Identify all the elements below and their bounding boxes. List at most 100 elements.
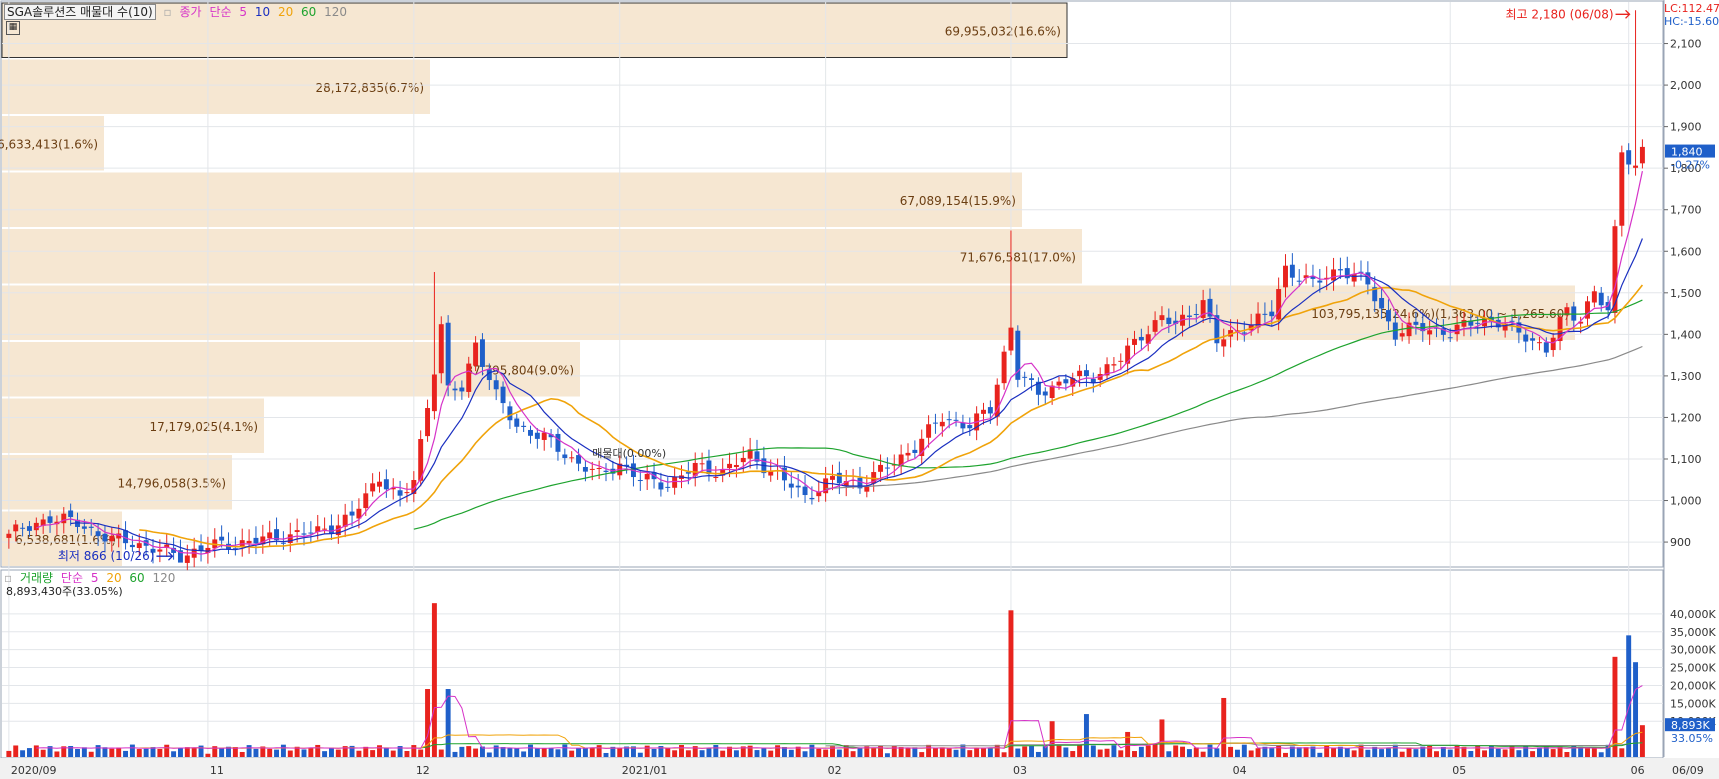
volume-bar — [733, 750, 739, 757]
hc-value: HC:-15.60 — [1664, 15, 1719, 28]
volume-bar — [905, 747, 911, 757]
candle-body — [500, 386, 506, 404]
candle-body — [1619, 152, 1625, 226]
candle-body — [1077, 370, 1083, 377]
candle-body — [548, 434, 554, 438]
volume-bar — [102, 747, 108, 757]
candle-body — [1001, 351, 1007, 384]
candle-body — [390, 487, 396, 490]
volume-bar — [768, 750, 774, 757]
profile-label: 28,172,835(6.7%) — [315, 81, 424, 95]
volume-bar — [239, 751, 245, 757]
price-tick-label: 1,300 — [1670, 370, 1702, 383]
candle-body — [68, 510, 74, 518]
volume-bar — [1145, 745, 1151, 757]
profile-label: 6,633,413(1.6%) — [0, 137, 98, 151]
candle-body — [445, 322, 451, 386]
volume-bar — [521, 751, 527, 757]
candle-body — [342, 514, 348, 527]
volume-bar — [788, 749, 794, 757]
candle-body — [1214, 315, 1220, 344]
candle-body — [1152, 320, 1158, 332]
volume-bar — [816, 748, 822, 757]
candle-body — [1351, 273, 1357, 282]
candle-body — [466, 363, 472, 392]
candle-body — [1598, 292, 1604, 306]
volume-bar — [219, 747, 225, 757]
volume-bar — [1495, 748, 1501, 757]
candle-body — [356, 508, 362, 519]
volume-bar — [129, 744, 135, 757]
volume-bar — [500, 747, 506, 757]
ma10-label: 10 — [254, 5, 271, 19]
candle-body — [219, 536, 225, 541]
candle-body — [1173, 320, 1179, 324]
volume-bar — [857, 747, 863, 757]
candle-body — [1406, 322, 1412, 337]
volume-bar — [308, 747, 314, 757]
volume-bar — [754, 750, 760, 757]
volume-bar — [383, 747, 389, 757]
ma120-label: 120 — [324, 5, 348, 19]
candle-body — [1591, 291, 1597, 303]
volume-bar — [528, 744, 533, 757]
candle-body — [452, 388, 458, 391]
volume-ma-label: 단순 — [60, 571, 84, 585]
volume-bar — [891, 745, 897, 757]
candle-body — [88, 526, 94, 528]
candle-body — [370, 483, 376, 492]
volume-bar — [47, 746, 53, 757]
volume-bar — [116, 747, 122, 757]
volume-bar — [390, 750, 396, 757]
current-volume-text: 8,893,430주(33.05%) — [6, 585, 123, 598]
candle-body — [1379, 297, 1385, 309]
grid-icon[interactable]: ▦ — [6, 21, 20, 35]
candle-body — [1337, 269, 1343, 271]
volume-bar — [191, 747, 197, 757]
volume-bar — [1063, 747, 1069, 757]
volume-bar — [644, 745, 650, 757]
candle-body — [294, 530, 300, 532]
candle-body — [699, 463, 705, 465]
volume-bar — [1536, 747, 1542, 757]
current-change-label: -0.27% — [1671, 159, 1710, 172]
volume-bar — [33, 745, 39, 757]
candle-body — [1200, 300, 1206, 318]
candle-body — [1111, 364, 1117, 366]
volume-bar — [974, 747, 980, 757]
candle-body — [1063, 379, 1069, 384]
volume-bar — [1427, 745, 1433, 757]
candle-body — [1234, 330, 1240, 332]
volume-bar — [479, 746, 485, 757]
volume-bar — [596, 745, 602, 757]
price-tick-label: 2,100 — [1670, 38, 1702, 51]
volume-bar — [1138, 746, 1144, 757]
volume-bar — [555, 749, 561, 757]
volume-bar — [1392, 744, 1398, 757]
volume-bar — [1186, 749, 1192, 757]
candle-body — [1070, 378, 1076, 387]
candle-body — [1303, 275, 1309, 279]
volume-bar — [1255, 748, 1261, 757]
volume-bar — [946, 748, 952, 757]
price-tick-label: 2,000 — [1670, 79, 1702, 92]
candle-body — [603, 470, 609, 472]
low-annotation: 최저 866 (10/26) — [58, 549, 155, 563]
volume-bar — [781, 746, 787, 757]
profile-label: 69,955,032(16.6%) — [945, 24, 1061, 38]
candle-body — [672, 476, 678, 488]
profile-bar — [2, 172, 1022, 227]
candle-body — [1468, 320, 1474, 326]
candle-body — [878, 464, 884, 472]
ma60-label: 60 — [301, 5, 317, 19]
candle-body — [328, 525, 334, 534]
indicator-title[interactable]: SGA솔루션즈 매물대 수(10) — [4, 4, 156, 20]
volume-bar — [1173, 745, 1179, 757]
volume-bar — [1310, 746, 1316, 757]
candle-body — [994, 384, 1000, 417]
volume-bar — [672, 750, 678, 757]
candle-body — [335, 525, 341, 536]
candle-body — [1022, 376, 1028, 378]
volume-bar — [898, 747, 904, 757]
volume-bar — [157, 749, 163, 757]
